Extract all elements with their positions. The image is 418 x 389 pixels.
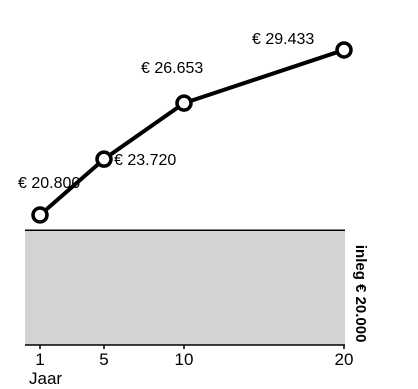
- data-point: [95, 150, 113, 168]
- x-axis-label: Jaar: [29, 369, 62, 388]
- data-labels: € 20.800 € 23.720 € 26.653 € 29.433: [18, 31, 314, 192]
- x-tick-label: 1: [35, 350, 44, 369]
- data-point: [31, 206, 49, 224]
- data-label: € 26.653: [141, 60, 203, 77]
- series-line: [38, 48, 345, 217]
- inleg-area: [25, 230, 345, 345]
- x-tick-label: 20: [335, 350, 354, 369]
- x-tick-label: 5: [99, 350, 108, 369]
- data-label: € 20.800: [18, 175, 80, 192]
- inleg-label: inleg € 20.000: [352, 245, 369, 343]
- x-tick-label: 10: [175, 350, 194, 369]
- data-markers: [31, 41, 353, 224]
- x-ticks: 1 5 10 20: [35, 345, 353, 369]
- data-label: € 23.720: [114, 152, 176, 169]
- data-point: [175, 94, 193, 112]
- data-label: € 29.433: [252, 31, 314, 48]
- data-point: [335, 41, 353, 59]
